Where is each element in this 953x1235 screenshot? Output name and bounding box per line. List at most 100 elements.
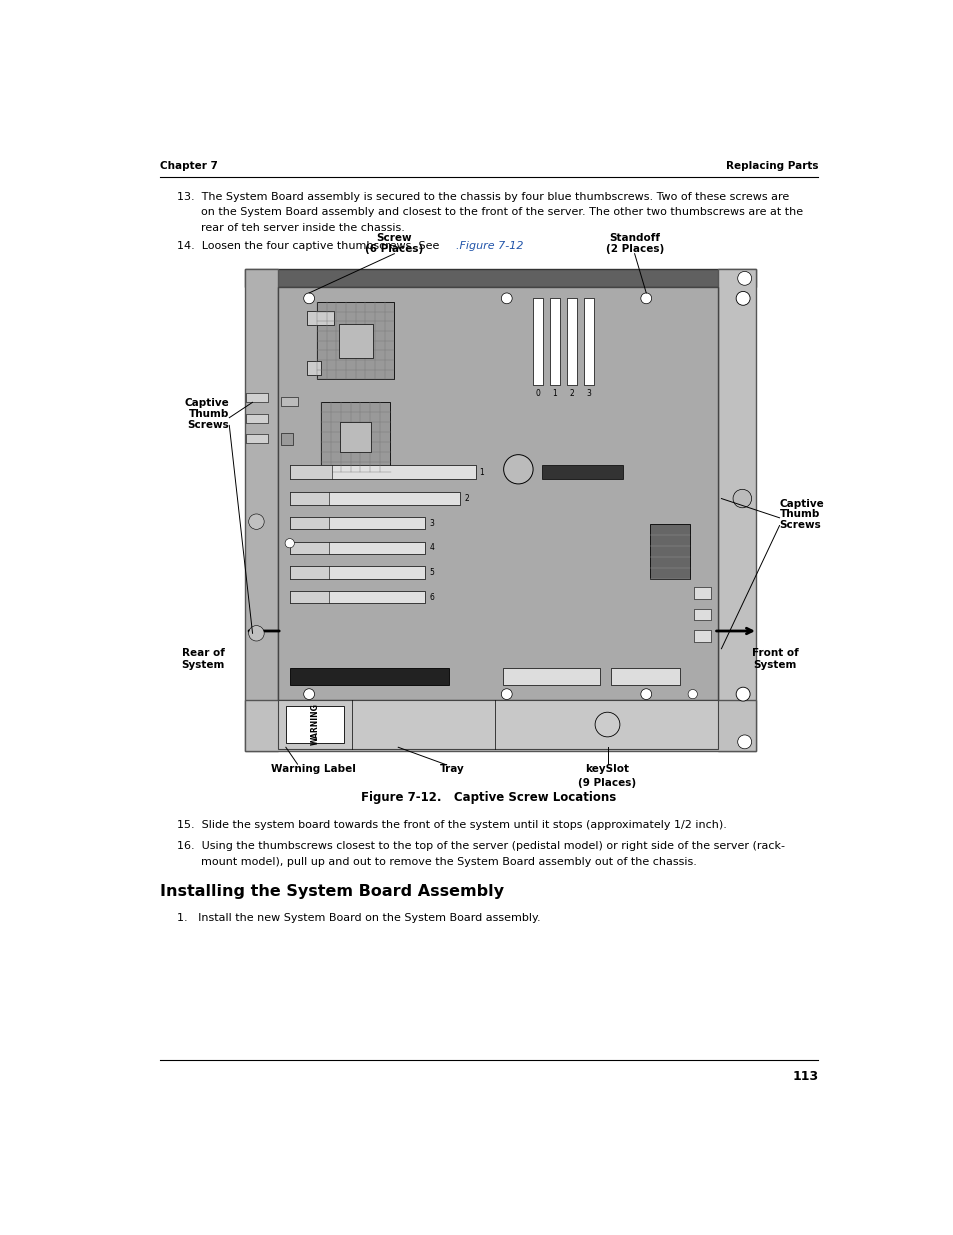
Polygon shape	[290, 567, 328, 579]
Text: keySlot: keySlot	[585, 764, 629, 774]
Circle shape	[640, 293, 651, 304]
Polygon shape	[278, 700, 717, 748]
Polygon shape	[245, 269, 756, 287]
Polygon shape	[611, 668, 679, 685]
Polygon shape	[290, 493, 328, 505]
Polygon shape	[541, 466, 622, 479]
Text: Captive: Captive	[184, 399, 229, 409]
Text: Standoff: Standoff	[608, 233, 659, 243]
Text: 2: 2	[464, 494, 468, 503]
Text: 14.  Loosen the four captive thumbscrews. See: 14. Loosen the four captive thumbscrews.…	[177, 241, 443, 251]
Text: 3: 3	[429, 519, 434, 527]
Circle shape	[736, 291, 749, 305]
Polygon shape	[290, 668, 448, 685]
Circle shape	[732, 489, 751, 508]
Circle shape	[500, 689, 512, 699]
Text: Rear of: Rear of	[181, 648, 224, 658]
Polygon shape	[549, 299, 559, 384]
Text: 2: 2	[569, 389, 574, 398]
Circle shape	[303, 293, 314, 304]
Polygon shape	[502, 668, 599, 685]
Text: (2 Places): (2 Places)	[605, 243, 663, 253]
Polygon shape	[694, 609, 711, 620]
Text: Captive: Captive	[779, 499, 823, 509]
Text: 4: 4	[429, 543, 434, 552]
Text: 3: 3	[586, 389, 591, 398]
Circle shape	[503, 454, 533, 484]
Text: Installing the System Board Assembly: Installing the System Board Assembly	[159, 883, 503, 899]
Circle shape	[736, 687, 749, 701]
Circle shape	[687, 689, 697, 699]
Polygon shape	[290, 592, 425, 603]
Text: Front of: Front of	[751, 648, 798, 658]
Polygon shape	[290, 517, 328, 530]
Text: 1: 1	[552, 389, 557, 398]
Polygon shape	[290, 517, 425, 530]
Polygon shape	[566, 299, 577, 384]
Text: (6 Places): (6 Places)	[365, 243, 423, 253]
Circle shape	[303, 689, 314, 699]
Circle shape	[737, 735, 751, 748]
Circle shape	[640, 689, 651, 699]
Circle shape	[500, 293, 512, 304]
Polygon shape	[694, 587, 711, 599]
Text: (9 Places): (9 Places)	[578, 778, 636, 788]
Text: 13.  The System Board assembly is secured to the chassis by four blue thumbscrew: 13. The System Board assembly is secured…	[177, 193, 789, 203]
Text: Replacing Parts: Replacing Parts	[725, 162, 818, 172]
Text: 1: 1	[479, 468, 484, 477]
Text: Screws: Screws	[188, 420, 229, 430]
Polygon shape	[320, 403, 390, 472]
Text: 113: 113	[791, 1070, 818, 1083]
Text: Thumb: Thumb	[779, 509, 819, 520]
Polygon shape	[245, 269, 278, 751]
Polygon shape	[717, 269, 756, 751]
Polygon shape	[583, 299, 594, 384]
Circle shape	[249, 514, 264, 530]
Text: Warning Label: Warning Label	[271, 764, 355, 774]
Text: Chapter 7: Chapter 7	[159, 162, 217, 172]
Polygon shape	[290, 466, 476, 479]
Polygon shape	[246, 433, 268, 443]
Polygon shape	[338, 324, 373, 358]
Polygon shape	[649, 524, 690, 579]
Polygon shape	[694, 630, 711, 642]
Polygon shape	[307, 311, 334, 325]
Text: 0: 0	[535, 389, 539, 398]
Circle shape	[737, 272, 751, 285]
Text: System: System	[181, 661, 224, 671]
Text: WARNING: WARNING	[311, 704, 319, 746]
Polygon shape	[278, 287, 717, 700]
Text: rear of teh server inside the chassis.: rear of teh server inside the chassis.	[200, 222, 404, 233]
Text: 5: 5	[429, 568, 434, 577]
Text: Tray: Tray	[439, 764, 464, 774]
Text: 6: 6	[429, 593, 434, 601]
Polygon shape	[281, 433, 293, 445]
Polygon shape	[340, 421, 371, 452]
Circle shape	[595, 713, 619, 737]
Text: 15.  Slide the system board towards the front of the system until it stops (appr: 15. Slide the system board towards the f…	[177, 820, 726, 830]
Text: 16.  Using the thumbscrews closest to the top of the server (pedistal model) or : 16. Using the thumbscrews closest to the…	[177, 841, 784, 851]
Polygon shape	[307, 362, 320, 375]
Circle shape	[249, 626, 264, 641]
Polygon shape	[290, 466, 332, 479]
Polygon shape	[246, 393, 268, 403]
Polygon shape	[290, 567, 425, 579]
Text: Screw: Screw	[376, 233, 412, 243]
Polygon shape	[290, 493, 459, 505]
Text: System: System	[753, 661, 796, 671]
Polygon shape	[286, 706, 344, 742]
Circle shape	[285, 538, 294, 548]
Polygon shape	[246, 414, 268, 424]
Polygon shape	[532, 299, 542, 384]
Text: Thumb: Thumb	[189, 409, 229, 419]
Polygon shape	[281, 396, 298, 406]
Polygon shape	[290, 592, 328, 603]
Polygon shape	[245, 700, 756, 751]
Polygon shape	[290, 542, 328, 555]
Polygon shape	[290, 542, 425, 555]
Text: 1.   Install the new System Board on the System Board assembly.: 1. Install the new System Board on the S…	[177, 913, 540, 923]
Text: on the System Board assembly and closest to the front of the server. The other t: on the System Board assembly and closest…	[200, 207, 801, 217]
Text: .Figure 7-12: .Figure 7-12	[456, 241, 523, 251]
Text: mount model), pull up and out to remove the System Board assembly out of the cha: mount model), pull up and out to remove …	[200, 857, 696, 867]
Text: Figure 7-12.   Captive Screw Locations: Figure 7-12. Captive Screw Locations	[361, 792, 616, 804]
